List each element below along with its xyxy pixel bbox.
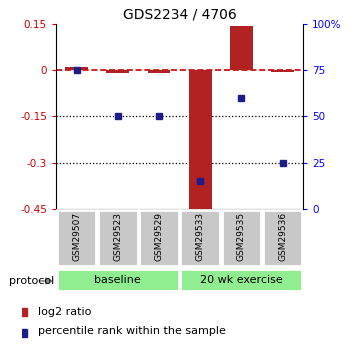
Bar [189, 70, 212, 212]
Bar [230, 26, 253, 70]
Text: GSM29533: GSM29533 [196, 212, 205, 262]
Text: baseline: baseline [94, 275, 141, 285]
Bar [106, 70, 129, 73]
Text: GSM29507: GSM29507 [72, 212, 81, 262]
Text: GSM29535: GSM29535 [237, 212, 246, 262]
Bar [139, 210, 179, 266]
Bar [148, 70, 170, 73]
Text: percentile rank within the sample: percentile rank within the sample [38, 326, 226, 336]
Bar [263, 210, 303, 266]
Bar [65, 67, 88, 70]
Text: GSM29536: GSM29536 [278, 212, 287, 262]
Bar [180, 210, 220, 266]
Bar [271, 70, 294, 72]
Bar [180, 269, 303, 290]
Bar [57, 210, 96, 266]
Bar [57, 269, 179, 290]
Bar [98, 210, 138, 266]
Title: GDS2234 / 4706: GDS2234 / 4706 [123, 8, 236, 22]
Text: log2 ratio: log2 ratio [38, 307, 91, 317]
Text: GSM29529: GSM29529 [155, 213, 164, 262]
Bar [222, 210, 261, 266]
Text: protocol: protocol [9, 276, 54, 286]
Text: 20 wk exercise: 20 wk exercise [200, 275, 283, 285]
Text: GSM29523: GSM29523 [113, 213, 122, 262]
